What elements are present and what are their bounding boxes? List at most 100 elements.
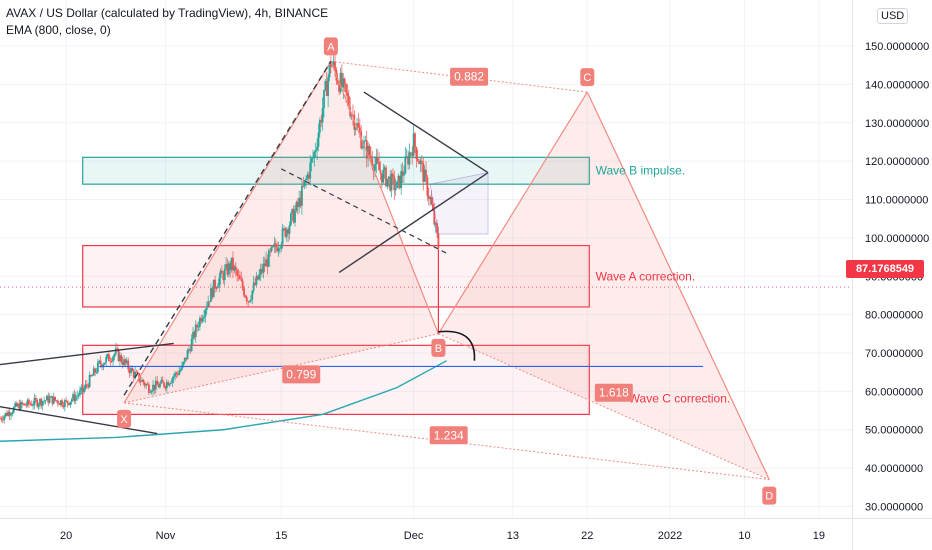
candle-body (161, 379, 164, 383)
y-tick-label: 110.0000000 (865, 195, 928, 207)
candle-body (63, 400, 66, 407)
ratio-label: 0.882 (454, 70, 484, 84)
candle-body (422, 162, 425, 182)
candle-body (55, 400, 58, 402)
arc-line (438, 330, 476, 361)
candle-body (139, 381, 142, 383)
candle-body (267, 250, 270, 267)
candle-body (117, 349, 120, 362)
candle-body (309, 162, 312, 179)
candle-body (121, 361, 124, 365)
candle-body (91, 375, 94, 377)
candle-body (423, 169, 426, 182)
candle-body (255, 275, 258, 285)
candle-body (321, 108, 324, 123)
candle-body (182, 361, 185, 366)
candle-body (98, 360, 101, 363)
projection-box (429, 172, 489, 235)
candle-body (22, 403, 25, 405)
candle-body (128, 369, 131, 374)
candle-body (329, 62, 332, 67)
candle-body (141, 379, 143, 382)
candle-body (113, 354, 116, 357)
candle-body (327, 77, 330, 96)
candle-body (3, 416, 6, 421)
zone-label: Wave B impulse. (596, 164, 686, 178)
candle-body (48, 397, 51, 403)
candle-body (317, 132, 320, 147)
candle-body (196, 324, 199, 328)
candle-body (392, 173, 394, 177)
candle-body (92, 368, 95, 376)
candle-body (397, 175, 400, 182)
candle-body (210, 288, 212, 302)
candle-body (59, 400, 62, 405)
candle-body (336, 80, 339, 84)
candle-body (52, 396, 55, 404)
candle-body (120, 355, 123, 362)
candle-body (232, 257, 234, 271)
candle-body (230, 257, 233, 271)
point-label: D (765, 491, 773, 503)
candle-body (405, 156, 408, 158)
candle-body (287, 229, 290, 234)
candle-body (197, 326, 200, 328)
candle-body (45, 395, 48, 401)
candle-body (407, 156, 409, 165)
x-tick-label: 15 (275, 530, 287, 542)
pattern-leg (123, 61, 332, 404)
candle-body (34, 398, 37, 400)
candle-body (215, 288, 218, 289)
candle-body (298, 197, 301, 208)
pattern-leg (330, 61, 439, 335)
candle-body (83, 388, 85, 392)
candle-body (352, 114, 354, 116)
candle-body (181, 365, 183, 370)
candle-body (88, 374, 91, 388)
candle-body (51, 396, 54, 404)
candle-body (431, 204, 434, 210)
currency-button[interactable]: USD (877, 8, 909, 24)
ratio-label: 1.234 (434, 428, 464, 442)
candle-body (167, 382, 170, 386)
candle-body (276, 247, 279, 252)
candle-body (103, 362, 106, 365)
candle-body (367, 145, 369, 159)
candle-body (37, 404, 40, 407)
x-tick-label: Dec (404, 530, 424, 542)
candle-body (201, 318, 204, 322)
candle-body (364, 140, 367, 141)
candle-body (114, 348, 117, 355)
candle-body (119, 355, 121, 362)
candle-body (15, 403, 18, 407)
candle-body (72, 394, 74, 400)
candle-body (211, 288, 214, 298)
candle-body (44, 400, 47, 402)
candle-body (325, 81, 328, 96)
candle-body (379, 170, 382, 174)
candle-body (74, 396, 77, 401)
candle-body (152, 384, 154, 392)
candle-body (303, 179, 306, 186)
triangle-lower-line (338, 172, 489, 274)
candle-body (389, 176, 392, 191)
candle-body (110, 361, 113, 362)
candle-body (343, 78, 346, 84)
candle-body (68, 403, 70, 406)
point-label: A (327, 41, 335, 53)
candle-body (36, 399, 39, 407)
point-label: X (120, 414, 128, 426)
candle-body (320, 120, 323, 123)
candle-body (105, 356, 108, 363)
pattern-leg (437, 91, 588, 335)
candle-body (70, 399, 73, 402)
y-tick-label: 80.0000000 (865, 310, 923, 322)
candle-body (216, 286, 219, 289)
candle-body (47, 395, 50, 403)
candle-body (383, 167, 386, 170)
candle-body (318, 120, 321, 133)
candle-body (281, 228, 284, 245)
candle-body (77, 395, 80, 396)
candle-body (238, 275, 241, 280)
